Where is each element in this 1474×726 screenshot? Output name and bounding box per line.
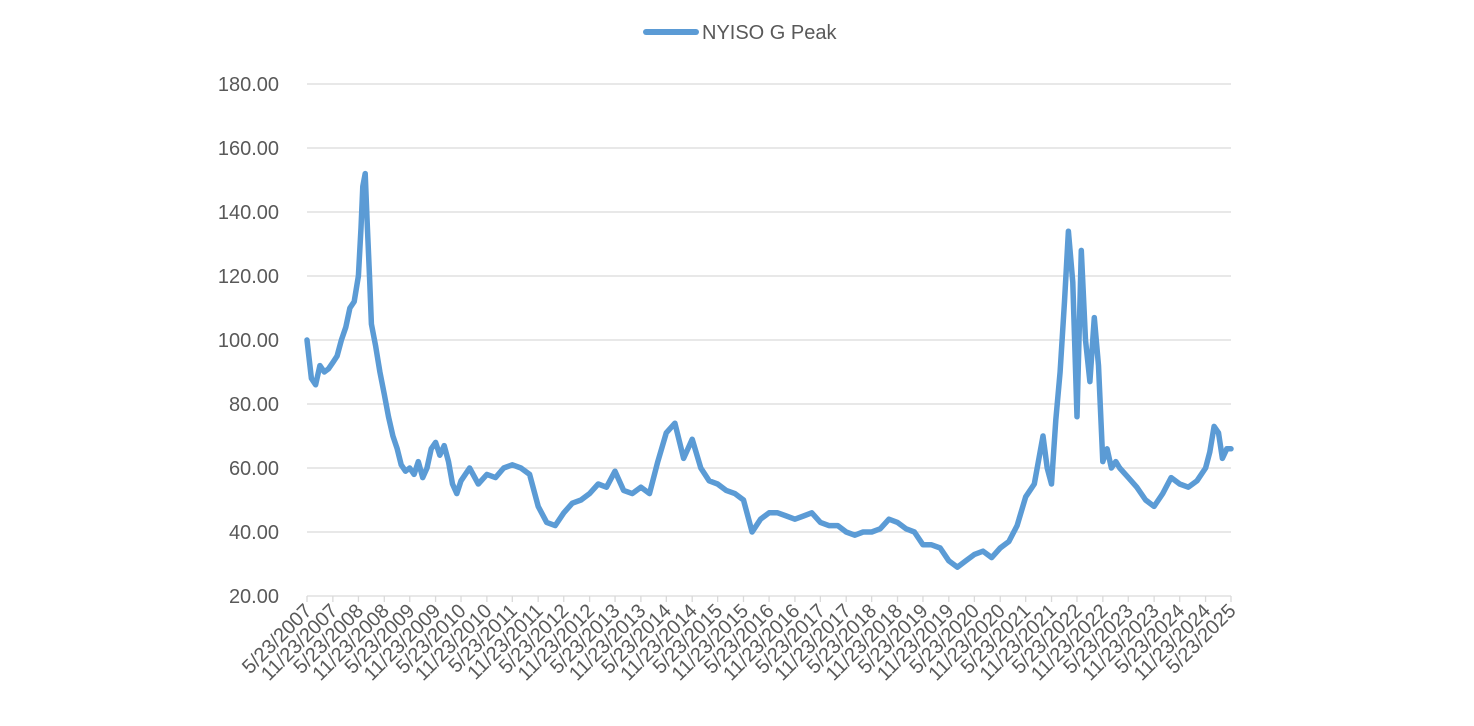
y-tick-label: 120.00: [218, 266, 279, 288]
y-tick-label: 100.00: [218, 330, 279, 352]
y-tick-label: 160.00: [218, 138, 279, 160]
y-tick-label: 180.00: [218, 74, 279, 96]
y-axis-tick-labels: 20.00 40.00 60.00 80.00 100.00 120.00 140.00 16…: [218, 74, 279, 608]
gridlines: [306, 83, 1232, 602]
legend-label: NYISO G Peak: [702, 22, 837, 44]
y-tick-label: 80.00: [229, 394, 279, 416]
y-tick-label: 140.00: [218, 202, 279, 224]
series-line: [304, 170, 1234, 570]
series-lines: [304, 170, 1234, 570]
y-tick-label: 60.00: [229, 458, 279, 480]
y-tick-label: 20.00: [229, 586, 279, 608]
legend: NYISO G Peak: [643, 22, 837, 44]
x-axis-tick-labels: 5/23/200711/23/20075/23/200811/23/20085/…: [238, 600, 1240, 685]
y-tick-label: 40.00: [229, 522, 279, 544]
